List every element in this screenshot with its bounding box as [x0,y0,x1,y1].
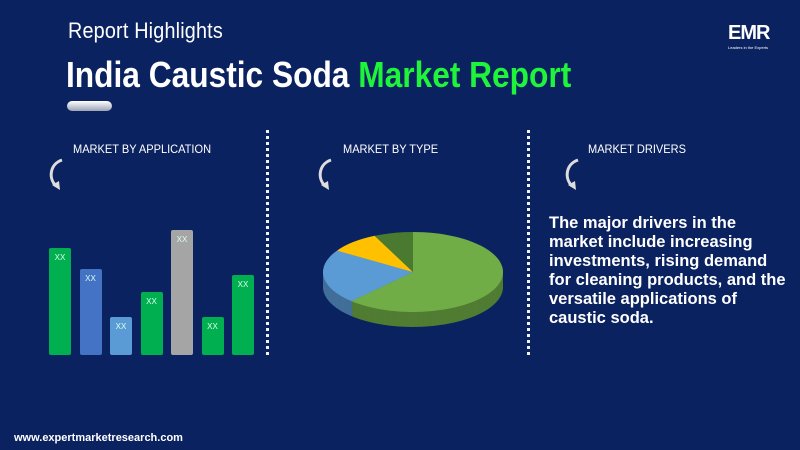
pie-slice [337,235,413,272]
bar: XX [232,275,254,355]
title-main: India Caustic Soda [66,54,350,95]
bar: XX [201,317,224,355]
section-header-type: MARKET BY TYPE [343,142,439,156]
pie-slice [351,232,503,312]
report-subtitle: Report Highlights [68,18,223,43]
section-header-drivers: MARKET DRIVERS [588,142,686,156]
bar: XX [79,269,102,355]
section-divider [266,130,269,355]
section-divider [527,130,530,355]
bar: XX [140,292,163,355]
section-header-application: MARKET BY APPLICATION [73,142,212,156]
curved-arrow-icon [565,158,579,190]
type-pie-chart [323,232,503,327]
title-underline [67,101,112,111]
emr-logo: EMR Leaders in the Experts [728,22,770,50]
footer-url: www.expertmarketresearch.com [14,432,183,444]
bar: XX [171,230,193,355]
pie-slice [323,250,413,302]
bar: XX [110,317,132,355]
curved-arrow-icon [318,158,332,190]
pie-slice [374,232,413,272]
page-title: India Caustic Soda Market Report [66,54,571,96]
curved-arrow-icon [49,158,63,190]
title-accent: Market Report [358,54,572,95]
drivers-text: The major drivers in the market include … [549,214,786,327]
bar: XX [49,248,71,355]
